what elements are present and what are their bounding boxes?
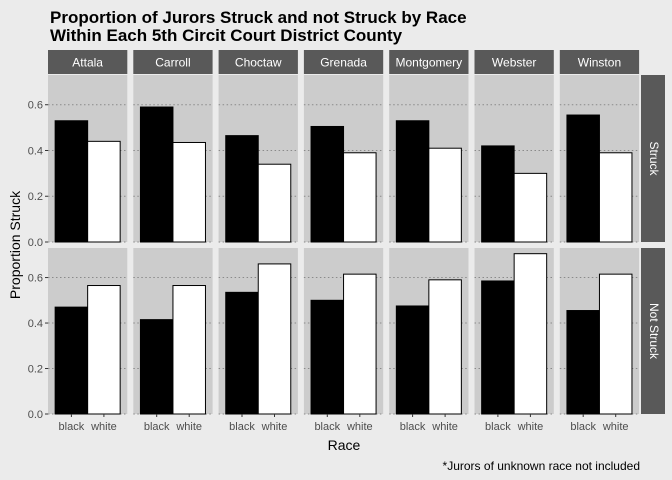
x-tick-label-white: white <box>431 421 458 433</box>
strip-label-webster: Webster <box>492 56 536 70</box>
chart-title-line-2: Within Each 5th Circit Court District Co… <box>50 26 403 45</box>
strip-choctaw <box>218 50 298 74</box>
strip-attala <box>48 50 128 74</box>
strip-label-not-struck: Not Struck <box>647 303 661 360</box>
strip-label-grenada: Grenada <box>320 56 367 70</box>
x-tick-label-white: white <box>346 421 373 433</box>
y-tick-label: 0.4 <box>28 145 43 157</box>
bar-not-struck-grenada-white <box>343 273 377 415</box>
strip-struck <box>641 75 665 242</box>
bar-not-struck-carroll-black <box>139 319 174 415</box>
x-tick-label-black: black <box>570 421 596 433</box>
bar-not-struck-montgomery-white <box>428 279 462 415</box>
bar-not-struck-choctaw-white <box>257 263 292 415</box>
bar-struck-grenada-white <box>343 152 377 243</box>
bar-not-struck-carroll-white <box>172 285 206 415</box>
bar-struck-choctaw-black <box>225 135 259 243</box>
x-tick-label-black: black <box>229 421 255 433</box>
x-tick-label-white: white <box>90 421 117 433</box>
strip-label-attala: Attala <box>72 56 103 70</box>
y-tick-label: 0.6 <box>28 100 43 112</box>
x-tick-label-black: black <box>144 421 170 433</box>
x-tick-label-black: black <box>59 421 85 433</box>
x-tick-label-white: white <box>175 421 202 433</box>
strip-carroll <box>133 50 213 74</box>
bar-not-struck-montgomery-black <box>395 305 430 415</box>
x-tick-label-white: white <box>261 421 288 433</box>
x-tick-label-black: black <box>314 421 340 433</box>
y-tick-label: 0.0 <box>28 409 43 421</box>
x-tick-label-white: white <box>517 421 544 433</box>
bar-not-struck-winston-white <box>598 273 633 415</box>
bar-struck-carroll-white <box>172 141 206 243</box>
bar-struck-winston-white <box>598 152 633 243</box>
strip-webster <box>474 50 554 74</box>
strip-winston <box>559 50 640 74</box>
bar-struck-webster-white <box>513 172 548 243</box>
bar-struck-grenada-black <box>310 125 345 243</box>
y-tick-label: 0.0 <box>28 237 43 249</box>
strip-label-carroll: Carroll <box>155 56 190 70</box>
chart-caption: *Jurors of unknown race not included <box>443 459 640 473</box>
bar-not-struck-attala-black <box>54 306 89 415</box>
strip-not-struck <box>641 248 665 414</box>
facet-grid: Attala Carroll Choctaw Grenada Montgomery Web… <box>28 50 665 433</box>
bar-struck-webster-black <box>481 145 515 243</box>
strip-montgomery <box>389 50 469 74</box>
bar-struck-carroll-black <box>139 106 174 243</box>
bar-struck-winston-black <box>566 114 600 243</box>
y-tick-label: 0.2 <box>28 191 43 203</box>
bar-not-struck-webster-white <box>513 253 548 415</box>
chart-title-line-1: Proportion of Jurors Struck and not Stru… <box>50 8 467 27</box>
bar-not-struck-grenada-black <box>310 299 345 415</box>
bar-struck-attala-white <box>87 140 121 243</box>
y-axis-title: Proportion Struck <box>7 190 23 299</box>
y-tick-label: 0.2 <box>28 364 43 376</box>
bar-struck-montgomery-black <box>395 120 430 243</box>
bar-not-struck-choctaw-black <box>225 291 259 415</box>
bar-struck-attala-black <box>54 120 89 243</box>
bar-struck-montgomery-white <box>428 147 462 243</box>
strip-label-montgomery: Montgomery <box>395 56 462 70</box>
bar-struck-choctaw-white <box>257 163 292 243</box>
y-tick-label: 0.6 <box>28 273 43 285</box>
x-axis-title: Race <box>328 437 361 453</box>
bar-not-struck-attala-white <box>87 285 121 415</box>
x-tick-label-black: black <box>485 421 511 433</box>
strip-label-choctaw: Choctaw <box>235 56 282 70</box>
strip-label-winston: Winston <box>578 56 621 70</box>
strip-label-struck: Struck <box>647 141 661 176</box>
x-tick-label-black: black <box>400 421 426 433</box>
bar-not-struck-webster-black <box>481 280 515 415</box>
strip-grenada <box>303 50 384 74</box>
x-tick-label-white: white <box>602 421 629 433</box>
bar-not-struck-winston-black <box>566 310 600 415</box>
y-tick-label: 0.4 <box>28 318 43 330</box>
